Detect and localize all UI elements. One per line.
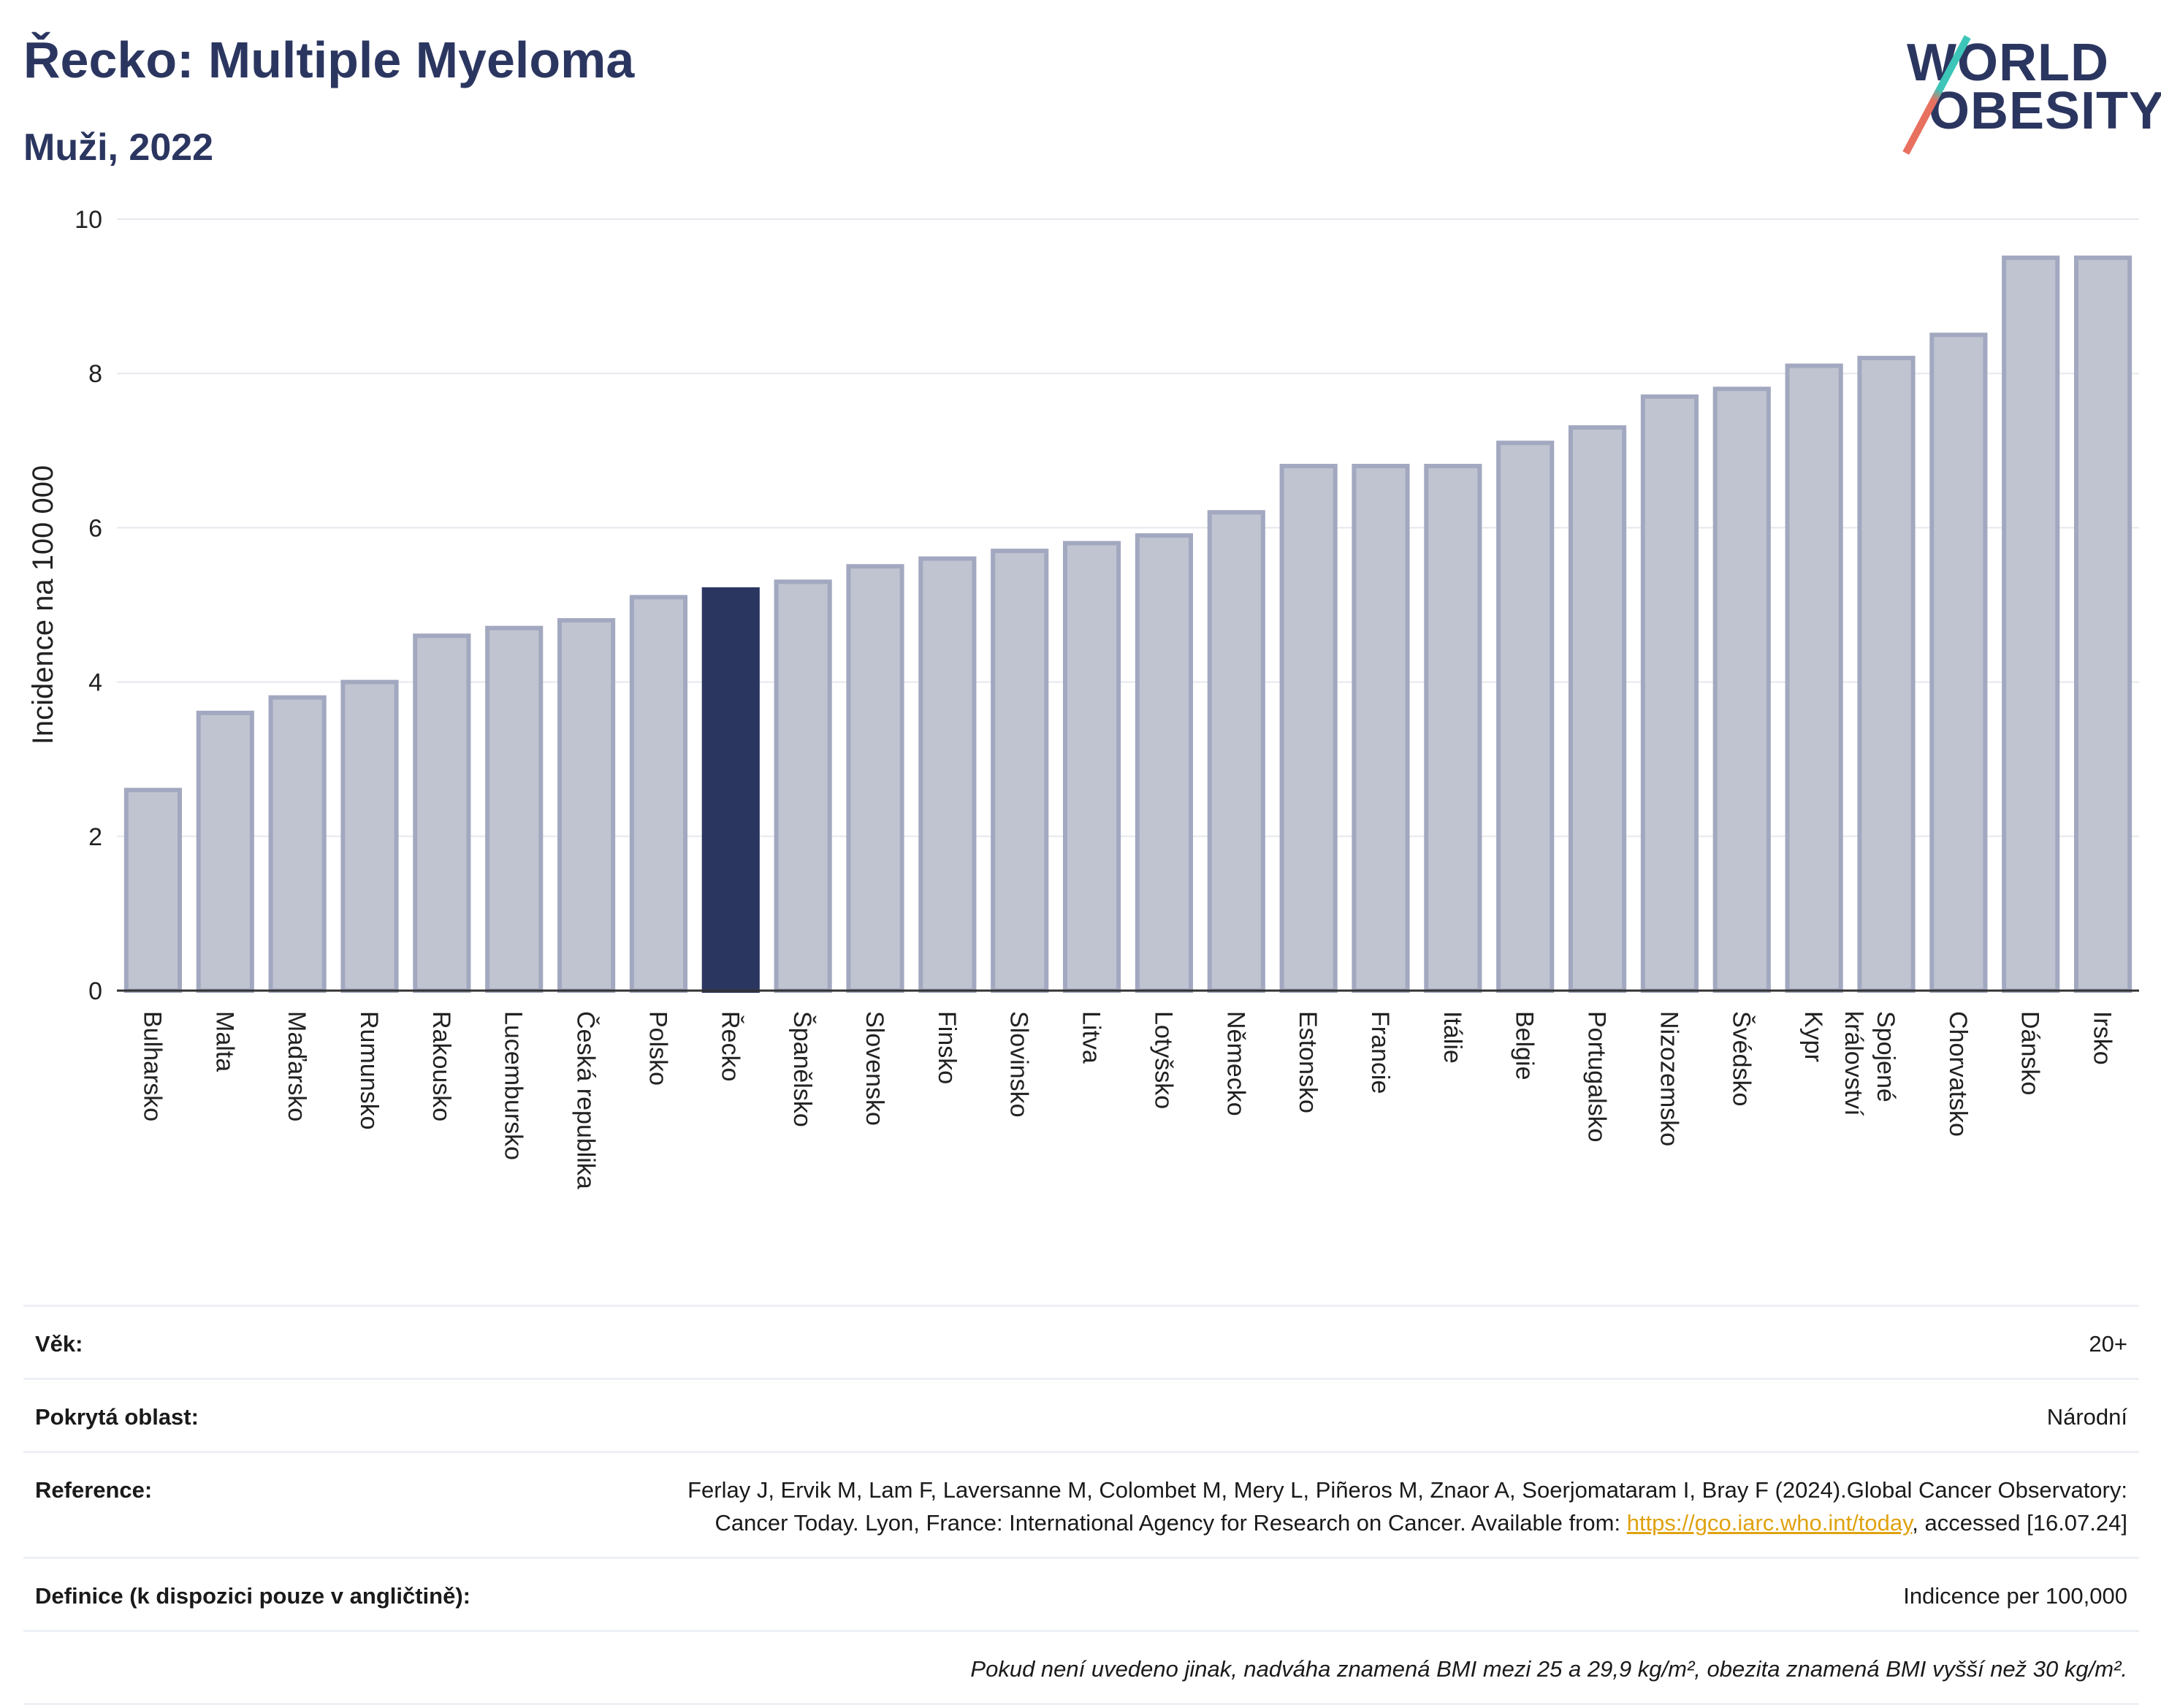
bar-Dánsko: [2002, 255, 2060, 994]
bar-Litva: [1062, 541, 1121, 993]
x-tick-label: Malta: [210, 1011, 238, 1072]
y-tick-label: 2: [88, 823, 102, 851]
y-tick-label: 8: [88, 360, 102, 388]
info-table: Věk: 20+ Pokrytá oblast: Národní Referen…: [23, 1305, 2139, 1705]
bar-Finsko: [918, 556, 977, 993]
definition-value: Indicence per 100,000: [1903, 1583, 2127, 1609]
x-tick-label: Lotyšsko: [1149, 1011, 1177, 1109]
x-tick-label: Slovensko: [861, 1011, 888, 1126]
bar-Česká republika: [557, 618, 616, 993]
reference-label: Reference:: [35, 1477, 153, 1503]
bar-Chorvatsko: [1929, 332, 1988, 993]
bar-Portugalsko: [1568, 425, 1627, 993]
x-tick-label: Česká republika: [572, 1011, 600, 1189]
logo-line-2: OBESITY: [1929, 82, 2161, 140]
x-tick-label: Chorvatsko: [1944, 1011, 1972, 1137]
x-tick-label: Itálie: [1438, 1011, 1466, 1064]
info-row-age: Věk: 20+: [23, 1305, 2139, 1378]
x-tick-label: Litva: [1078, 1011, 1105, 1064]
reference-link[interactable]: https://gco.iarc.who.int/today: [1626, 1510, 1913, 1536]
x-tick-label: Polsko: [644, 1011, 671, 1086]
age-value: 20+: [2089, 1331, 2127, 1357]
info-row-definition: Definice (k dispozici pouze v angličtině…: [23, 1557, 2139, 1630]
bar-Lotyšsko: [1135, 533, 1194, 993]
x-tick-label: Německo: [1221, 1011, 1249, 1116]
bar-Nizozemsko: [1640, 394, 1699, 993]
bar-Belgie: [1496, 441, 1555, 993]
reference-text-2: , accessed [16.07.24]: [1912, 1510, 2127, 1536]
bar-Německo: [1207, 510, 1265, 993]
x-tick-label: Nizozemsko: [1655, 1011, 1682, 1146]
bar-Itálie: [1424, 463, 1482, 994]
bar-Rakousko: [413, 633, 471, 993]
x-tick-label: Dánsko: [2016, 1011, 2044, 1095]
bar-Bulharsko: [123, 788, 183, 993]
bar-Kypr: [1785, 363, 1843, 993]
bar-Rumunsko: [340, 679, 399, 993]
y-tick-label: 10: [75, 206, 102, 234]
reference-value: Ferlay J, Ervik M, Lam F, Laversanne M, …: [620, 1473, 2127, 1539]
x-tick-label: Finsko: [933, 1011, 961, 1084]
x-tick-label: Belgie: [1511, 1011, 1539, 1080]
x-tick-label: Španělsko: [788, 1011, 816, 1127]
info-row-reference: Reference: Ferlay J, Ervik M, Lam F, Lav…: [23, 1451, 2139, 1557]
bar-Španělsko: [774, 579, 832, 993]
bar-Malta: [196, 710, 254, 994]
y-tick-label: 4: [88, 669, 102, 697]
y-tick-label: 6: [88, 514, 102, 542]
bar-Spojené království: [1857, 356, 1916, 993]
y-axis-label: Incidence na 100 000: [27, 465, 59, 745]
x-tick-label: Maďarsko: [283, 1011, 310, 1121]
x-tick-label: Lucembursko: [500, 1011, 527, 1160]
x-tick-label: Estonsko: [1294, 1011, 1322, 1113]
bar-Slovensko: [846, 564, 904, 993]
reference-text-1: Ferlay J, Ervik M, Lam F, Laversanne M, …: [687, 1477, 2127, 1536]
x-tick-label: Rakousko: [427, 1011, 455, 1121]
coverage-value: Národní: [2046, 1404, 2127, 1430]
x-tick-label: Bulharsko: [138, 1011, 166, 1121]
chart-title: Řecko: Multiple Myeloma: [23, 31, 635, 88]
bar-Švédsko: [1712, 386, 1771, 993]
y-tick-label: 0: [88, 977, 102, 1005]
x-tick-label: Spojenékrálovství: [1840, 1011, 1899, 1116]
bar-Polsko: [629, 595, 688, 993]
bar-Slovinsko: [991, 549, 1049, 993]
y-axis-ticks: 0 2 4 6 8 10: [75, 206, 102, 1005]
x-tick-label: Irsko: [2089, 1011, 2116, 1065]
x-tick-label: Slovinsko: [1005, 1011, 1033, 1118]
bar-Řecko: [701, 587, 760, 993]
bars: [123, 255, 2133, 994]
bar-Irsko: [2073, 255, 2133, 994]
bar-Lucembursko: [485, 625, 544, 993]
bar-Maďarsko: [268, 695, 327, 993]
x-tick-label: Portugalsko: [1583, 1011, 1611, 1143]
x-tick-label: Řecko: [716, 1011, 744, 1081]
x-tick-label: Švédsko: [1727, 1011, 1755, 1106]
world-obesity-logo: WORLD OBESITY: [1902, 35, 2161, 155]
info-row-note: Pokud není uvedeno jinak, nadváha znamen…: [23, 1630, 2139, 1705]
x-tick-label: Rumunsko: [355, 1011, 383, 1130]
x-tick-label: Francie: [1366, 1011, 1394, 1094]
bmi-note: Pokud není uvedeno jinak, nadváha znamen…: [970, 1656, 2127, 1682]
bar-chart: 0 2 4 6 8 10 Bulharsko Malta Maďarsko Rumunsko Ra…: [27, 206, 2139, 1189]
x-tick-label: Kypr: [1799, 1011, 1827, 1062]
definition-label: Definice (k dispozici pouze v angličtině…: [35, 1583, 470, 1609]
coverage-label: Pokrytá oblast:: [35, 1404, 199, 1430]
bar-Francie: [1352, 463, 1410, 994]
info-row-coverage: Pokrytá oblast: Národní: [23, 1378, 2139, 1451]
chart-subtitle: Muži, 2022: [23, 126, 214, 169]
age-label: Věk:: [35, 1331, 83, 1357]
x-axis-labels: Bulharsko Malta Maďarsko Rumunsko Rakousko Lu…: [138, 1011, 2116, 1189]
bar-Estonsko: [1279, 463, 1338, 994]
